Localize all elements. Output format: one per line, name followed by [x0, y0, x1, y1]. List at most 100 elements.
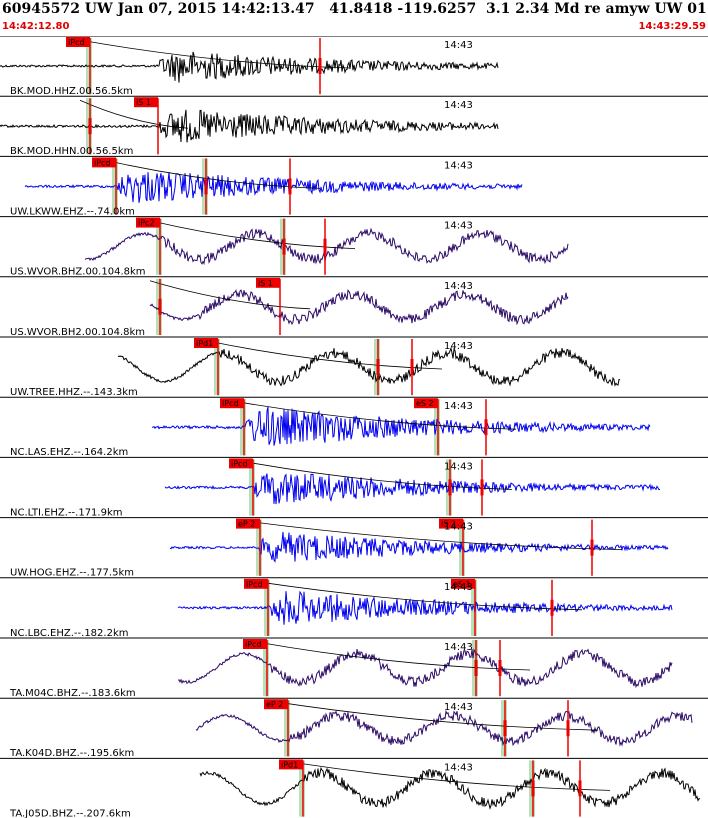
pick-label: iPcd — [245, 640, 262, 649]
event-title: 60945572 UW Jan 07, 2015 14:42:13.47 41.… — [2, 1, 708, 17]
phase-pick[interactable] — [410, 339, 414, 396]
pick-window — [112, 158, 118, 215]
phase-pick[interactable]: iPcd — [244, 578, 269, 636]
pick-window — [214, 339, 220, 396]
travel-time-curve — [105, 160, 321, 189]
pick-flag — [229, 458, 253, 469]
pick-marker — [204, 178, 208, 195]
pick-flag — [451, 578, 475, 589]
phase-pick[interactable] — [531, 760, 535, 817]
minute-mark: 14:43 — [444, 100, 473, 111]
pick-marker — [578, 780, 582, 797]
pick-flag — [243, 639, 267, 649]
phase-pick[interactable] — [503, 700, 507, 757]
phase-pick[interactable]: iPcd — [220, 398, 245, 456]
phase-pick[interactable] — [578, 760, 582, 817]
phase-pick[interactable] — [480, 459, 484, 516]
channel-label: TA.K04D.BHZ.--.195.6km — [9, 748, 134, 759]
phase-pick[interactable] — [204, 158, 208, 215]
trace-panel[interactable]: iPcd eS 2 14:43 NC.LAS.EHZ.--.164.2km — [0, 396, 708, 458]
trace-panel[interactable]: eP 2 14:43 TA.K04D.BHZ.--.195.6km — [0, 697, 708, 759]
pick-label: eS 1 — [453, 580, 471, 589]
phase-pick[interactable] — [448, 459, 452, 516]
waveform — [164, 473, 661, 505]
minute-mark: 14:43 — [444, 341, 473, 352]
phase-pick[interactable]: iPcd — [92, 157, 117, 215]
phase-pick[interactable]: iPcd — [243, 639, 268, 697]
travel-time-curve — [292, 762, 611, 791]
window-start-time: 14:42:12.80 — [2, 21, 70, 32]
pick-marker — [480, 479, 484, 496]
pick-label: iS 2 — [441, 520, 456, 529]
phase-pick[interactable]: eP 2 — [264, 699, 289, 757]
pick-window — [264, 579, 270, 636]
trace-panel[interactable]: iPc2 14:43 US.WVOR.BHZ.00.104.8km — [0, 216, 708, 278]
pick-marker — [566, 720, 570, 737]
trace-panel[interactable]: iPcd 14:43 UW.LKWW.EHZ.--.74.0km — [0, 155, 708, 217]
trace-panel[interactable]: iS 1 14:43 BK.MOD.HHN.00.56.5km — [0, 95, 708, 157]
trace-panel[interactable]: iPcd 14:43 BK.MOD.HHZ.00.56.5km — [0, 36, 708, 97]
phase-pick[interactable] — [88, 98, 92, 155]
phase-pick[interactable]: iS 1 — [256, 277, 281, 335]
waveform — [151, 406, 651, 446]
waveform — [0, 51, 499, 83]
phase-pick[interactable] — [498, 640, 502, 697]
pick-marker — [323, 238, 327, 255]
pick-window — [263, 640, 269, 697]
phase-pick[interactable] — [484, 399, 488, 456]
pick-flag — [194, 338, 218, 348]
trace-panel[interactable]: iS 1 14:43 US.WVOR.BH2.00.104.8km — [0, 276, 708, 338]
phase-pick[interactable] — [474, 640, 478, 697]
trace-panel[interactable]: iPcd eS 114:43 NC.LBC.EHZ.--.182.2km — [0, 577, 708, 639]
minute-mark: 14:43 — [444, 762, 473, 773]
phase-pick[interactable]: iPd1 — [279, 759, 304, 817]
trace-panel[interactable]: iPd1 14:43 UW.TREE.HHZ.--.143.3km — [0, 336, 708, 398]
minute-mark: 14:43 — [444, 461, 473, 472]
pick-flag — [220, 398, 244, 409]
minute-mark: 14:43 — [444, 401, 473, 412]
minute-mark: 14:43 — [444, 160, 473, 171]
channel-label: NC.LAS.EHZ.--.164.2km — [10, 447, 128, 458]
trace-panel[interactable]: eP 2 iS 214:43 UW.HOG.EHZ.--.177.5km — [0, 517, 708, 579]
phase-pick[interactable] — [323, 218, 327, 275]
phase-pick[interactable]: iS 2 — [439, 518, 464, 576]
pick-window — [284, 700, 290, 757]
phase-pick[interactable]: iPcd — [229, 458, 254, 516]
pick-flag — [256, 277, 280, 288]
phase-pick[interactable] — [550, 579, 554, 636]
trace-panel[interactable]: iPcd 14:43 TA.M04C.BHZ.--.183.6km — [0, 637, 708, 699]
phase-pick[interactable]: iPc2 — [136, 217, 161, 275]
trace-panel[interactable]: iPcd 14:43 NC.LTI.EHZ.--.171.9km — [0, 456, 708, 518]
minute-mark: 14:43 — [444, 522, 473, 533]
phase-pick[interactable] — [288, 158, 292, 215]
pick-flag — [244, 578, 268, 589]
phase-pick[interactable]: eP 2 — [236, 518, 261, 576]
minute-mark: 14:43 — [444, 40, 473, 51]
phase-pick[interactable]: eS 1 — [451, 578, 476, 636]
phase-pick[interactable] — [376, 339, 380, 396]
phase-pick[interactable]: iPd1 — [194, 338, 219, 396]
pick-label: iPcd — [94, 158, 111, 167]
pick-flag — [236, 518, 260, 529]
phase-pick[interactable] — [282, 218, 286, 275]
travel-time-curve — [233, 400, 517, 430]
phase-pick[interactable]: eS 2 — [414, 398, 439, 456]
pick-flag — [136, 217, 160, 228]
pick-marker — [88, 118, 92, 135]
pick-flag — [134, 97, 158, 108]
channel-label: US.WVOR.BHZ.00.104.8km — [10, 267, 146, 278]
waveform — [84, 227, 569, 266]
channel-label: TA.M04C.BHZ.--.183.6km — [9, 688, 136, 699]
pick-marker — [288, 178, 292, 195]
phase-pick[interactable]: iS 1 — [134, 97, 159, 155]
travel-time-curve — [207, 340, 443, 370]
phase-pick[interactable] — [566, 700, 570, 757]
phase-pick[interactable] — [590, 519, 594, 576]
phase-pick[interactable] — [318, 38, 322, 95]
pick-marker — [376, 359, 380, 375]
pick-label: iPcd — [246, 580, 263, 589]
minute-mark: 14:43 — [444, 221, 473, 232]
trace-panel[interactable]: iPd1 14:43 TA.J05D.BHZ.--.207.6km — [0, 757, 708, 818]
phase-pick[interactable] — [158, 278, 162, 335]
phase-pick[interactable]: iPcd — [66, 37, 91, 95]
